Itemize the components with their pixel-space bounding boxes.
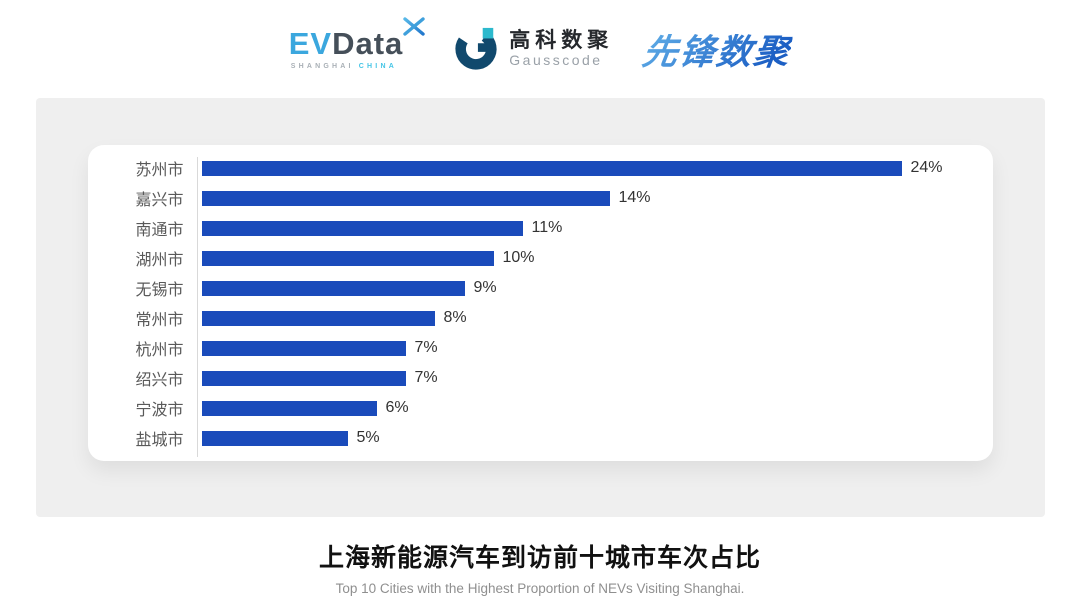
chart-panel: 苏州市 24% 嘉兴市 14% 南通市 11% 湖州市 10% 无锡市 9% 常州市 8% 杭州市 7% 绍… [35,98,1045,517]
bar [201,310,435,326]
value-label: 11% [531,219,563,236]
bar-row: 无锡市 9% [88,273,993,303]
category-label: 南通市 [135,222,184,239]
bar [201,280,465,296]
bar-cell: 8% [197,309,993,327]
chart-subtitle: Top 10 Cities with the Highest Proportio… [335,581,745,596]
bar [201,160,902,176]
evdata-logo: EVData SHANGHAI CHINA [288,17,425,70]
value-label: 24% [910,159,943,176]
bar-row: 杭州市 7% [88,333,993,363]
pioneer-logo: 先锋数聚 [640,24,795,75]
evdata-china-text: CHINA [358,63,397,70]
category-label: 盐城市 [135,432,184,449]
category-label: 湖州市 [135,252,184,269]
bar-row: 嘉兴市 14% [88,183,993,213]
category-label: 苏州市 [135,162,184,179]
value-label: 9% [473,279,497,296]
value-label: 7% [414,339,438,356]
caption: 上海新能源汽车到访前十城市车次占比 Top 10 Cities with the… [0,538,1080,596]
value-label: 7% [414,369,438,386]
gausscode-mark-icon [455,27,497,70]
gausscode-logo: 高科数聚 Gausscode [453,26,613,72]
logo-bar: EVData SHANGHAI CHINA [0,0,1080,98]
evdata-wordmark: EVData [288,17,425,61]
bar [201,340,406,356]
bar-cell: 24% [197,159,993,177]
bar-cell: 14% [197,189,993,207]
value-label: 6% [385,399,409,416]
category-label: 常州市 [135,312,184,329]
value-label: 14% [618,189,651,206]
category-label: 无锡市 [135,282,184,299]
evdata-data-text: Data [332,26,404,61]
bar-row: 南通市 11% [88,213,993,243]
bar [201,190,610,206]
category-label: 绍兴市 [135,372,184,389]
value-label: 8% [443,309,467,326]
bar [201,400,377,416]
bar-cell: 5% [197,429,993,447]
bar-row: 盐城市 5% [88,423,993,453]
bar-row: 宁波市 6% [88,393,993,423]
bar-cell: 10% [197,249,993,267]
chart-title: 上海新能源汽车到访前十城市车次占比 [318,544,761,572]
bar-row: 湖州市 10% [88,243,993,273]
bar [201,220,523,236]
bar [201,430,348,446]
bar-cell: 7% [197,339,993,357]
value-label: 10% [502,249,535,266]
evdata-ev-text: EV [288,26,333,61]
category-label: 杭州市 [135,342,184,359]
category-label: 嘉兴市 [135,192,184,209]
bar-row: 绍兴市 7% [88,363,993,393]
bar [201,370,406,386]
bar-chart: 苏州市 24% 嘉兴市 14% 南通市 11% 湖州市 10% 无锡市 9% 常州市 8% 杭州市 7% 绍… [88,153,993,457]
bar-row: 常州市 8% [88,303,993,333]
evdata-shanghai-text: SHANGHAI [290,63,354,70]
bar-row: 苏州市 24% [88,153,993,183]
value-label: 5% [356,429,380,446]
evdata-subtext: SHANGHAI CHINA [289,63,397,70]
bar [201,250,494,266]
bar-cell: 9% [197,279,993,297]
gausscode-en-text: Gausscode [509,52,603,69]
gausscode-text: 高科数聚 Gausscode [509,29,613,69]
bar-cell: 11% [197,219,993,237]
chart-card: 苏州市 24% 嘉兴市 14% 南通市 11% 湖州市 10% 无锡市 9% 常州市 8% 杭州市 7% 绍… [87,145,993,461]
bar-cell: 6% [197,399,993,417]
evdata-x-icon [403,17,425,36]
bar-cell: 7% [197,369,993,387]
gausscode-cn-text: 高科数聚 [509,29,614,53]
category-label: 宁波市 [135,402,184,419]
